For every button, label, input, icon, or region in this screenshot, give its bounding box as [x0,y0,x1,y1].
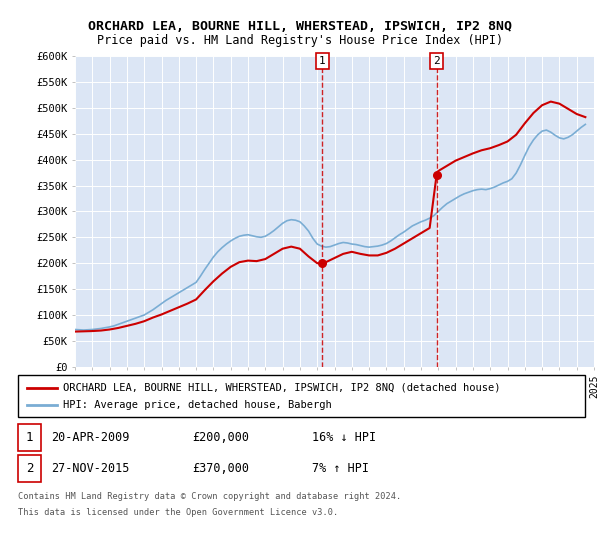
Text: Contains HM Land Registry data © Crown copyright and database right 2024.: Contains HM Land Registry data © Crown c… [18,492,401,501]
Text: £370,000: £370,000 [192,462,249,475]
Text: ORCHARD LEA, BOURNE HILL, WHERSTEAD, IPSWICH, IP2 8NQ: ORCHARD LEA, BOURNE HILL, WHERSTEAD, IPS… [88,20,512,32]
Text: HPI: Average price, detached house, Babergh: HPI: Average price, detached house, Babe… [63,400,332,410]
Text: 20-APR-2009: 20-APR-2009 [51,431,130,444]
Text: 2: 2 [433,56,440,66]
Text: 1: 1 [319,56,326,66]
Text: 2: 2 [26,462,33,475]
Text: £200,000: £200,000 [192,431,249,444]
Text: Price paid vs. HM Land Registry's House Price Index (HPI): Price paid vs. HM Land Registry's House … [97,34,503,46]
Text: 7% ↑ HPI: 7% ↑ HPI [312,462,369,475]
Text: ORCHARD LEA, BOURNE HILL, WHERSTEAD, IPSWICH, IP2 8NQ (detached house): ORCHARD LEA, BOURNE HILL, WHERSTEAD, IPS… [63,383,500,393]
Text: 27-NOV-2015: 27-NOV-2015 [51,462,130,475]
Text: 16% ↓ HPI: 16% ↓ HPI [312,431,376,444]
Text: This data is licensed under the Open Government Licence v3.0.: This data is licensed under the Open Gov… [18,508,338,517]
Text: 1: 1 [26,431,33,444]
